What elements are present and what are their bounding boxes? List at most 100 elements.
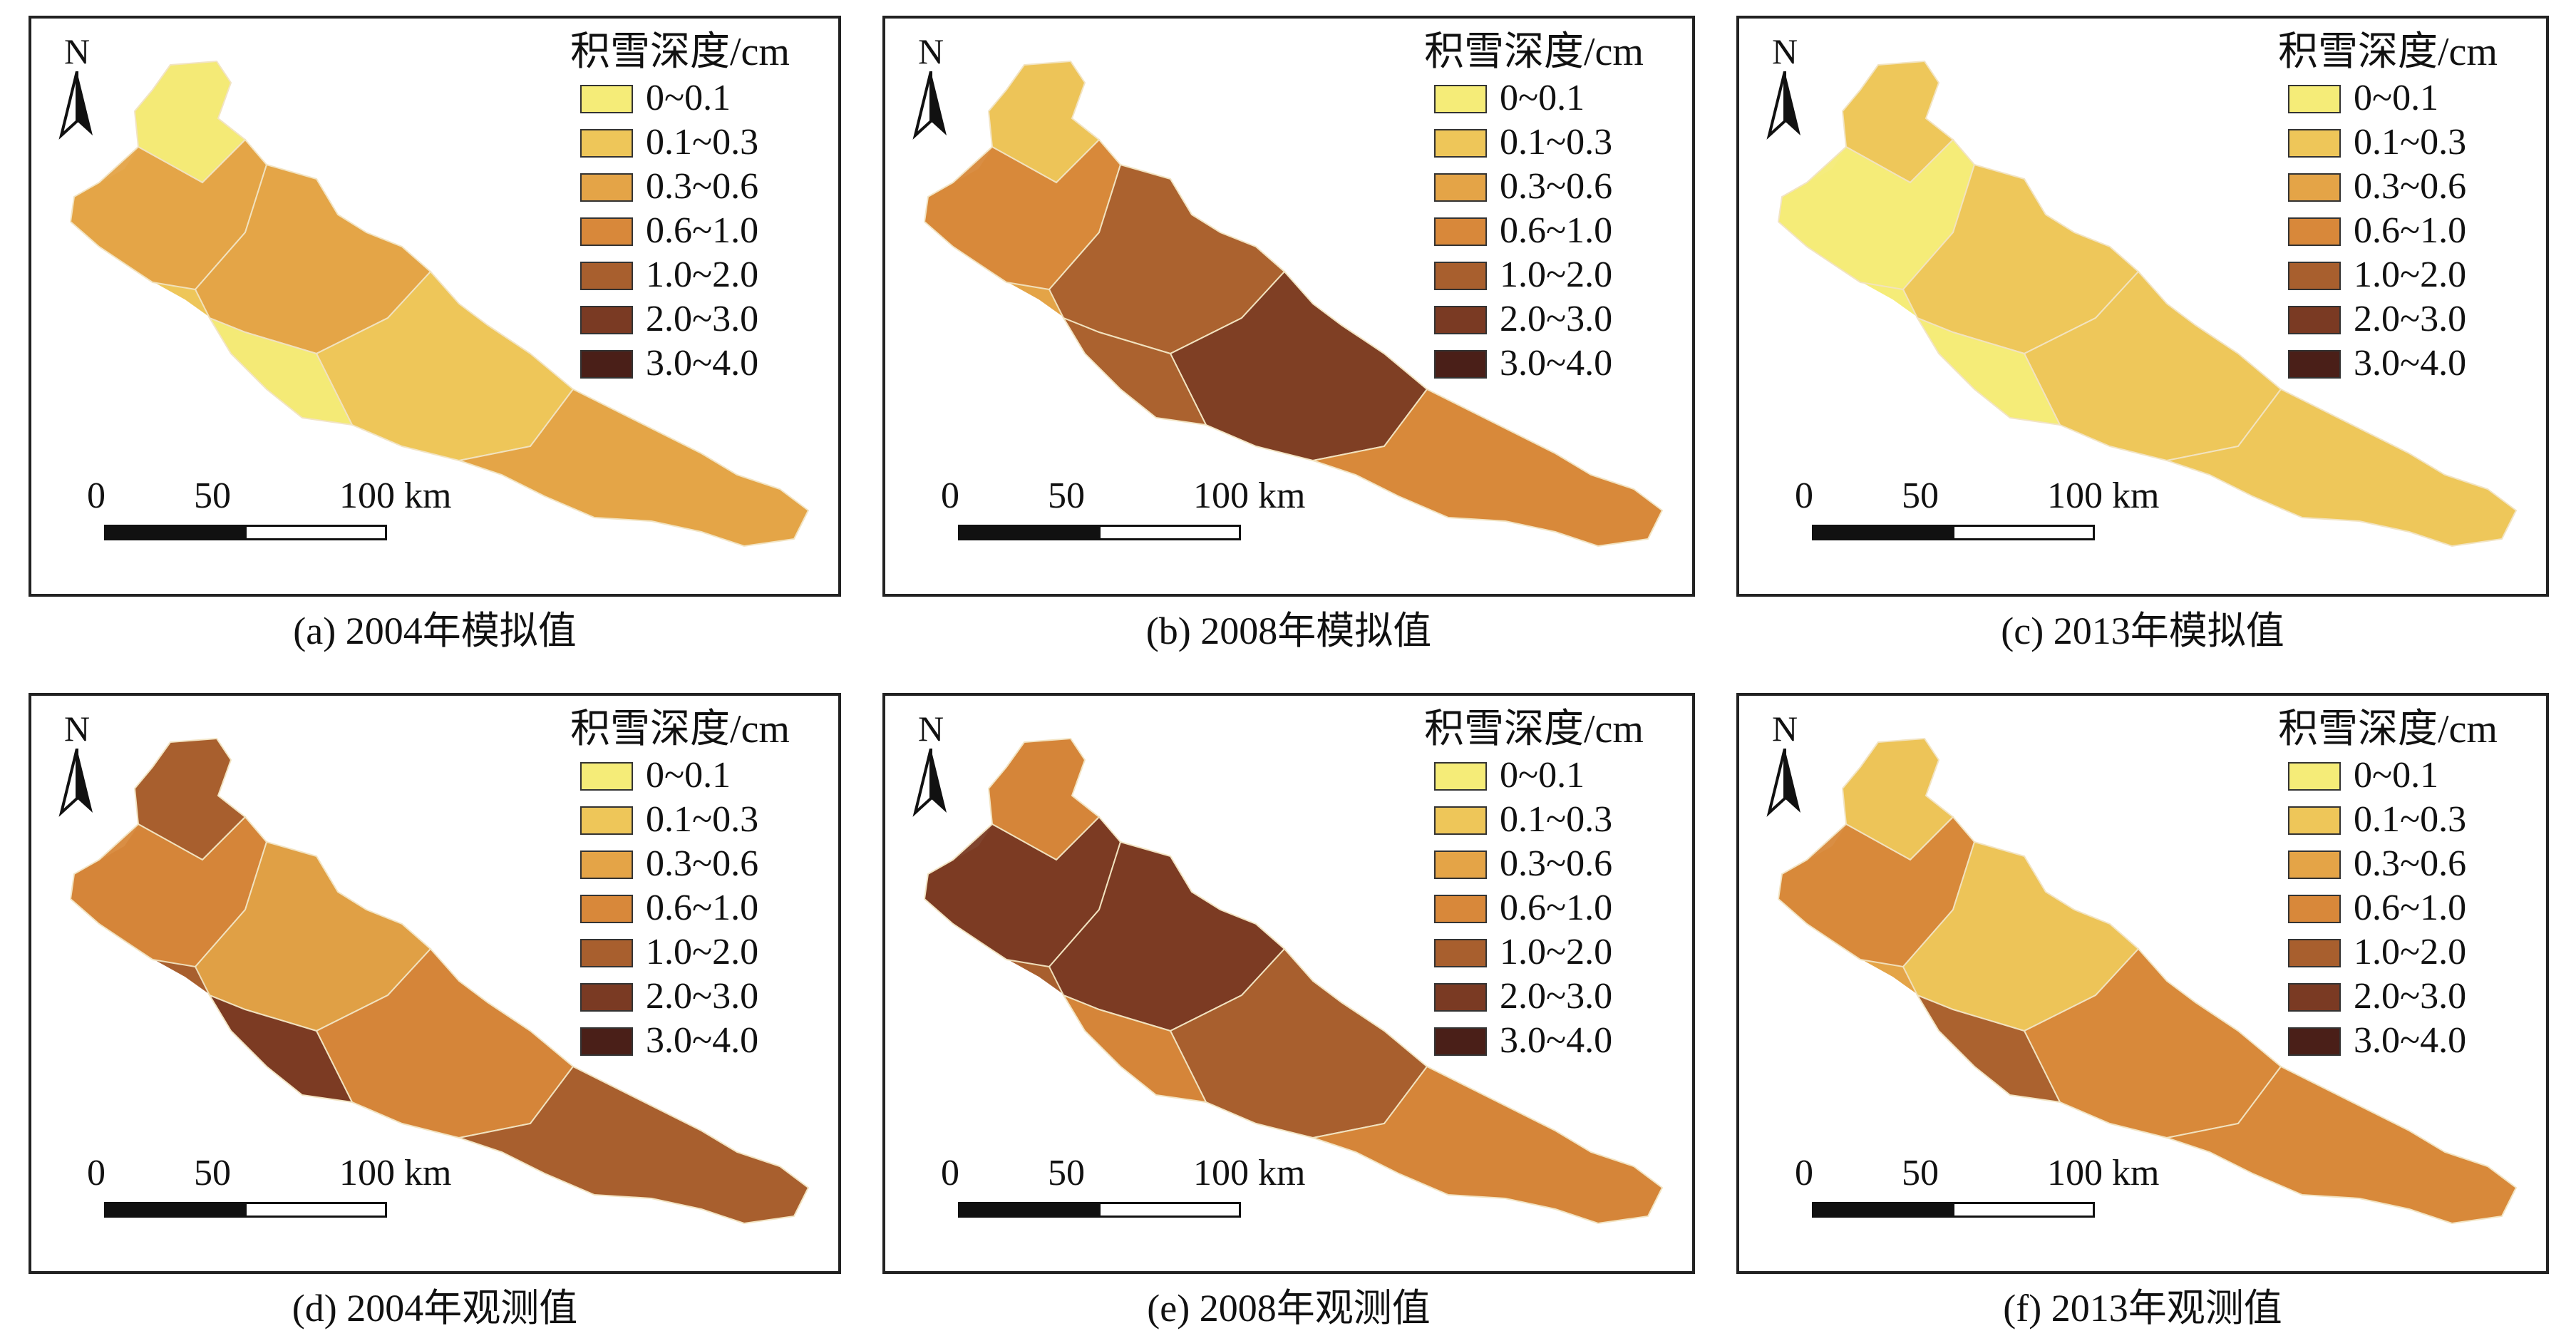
snow-depth-map — [1777, 60, 2518, 548]
legend-item: 2.0~3.0 — [1434, 297, 1691, 341]
north-label: N — [917, 709, 944, 749]
scale-segment-dark — [1812, 1202, 1954, 1218]
map-panel: N 积雪深度/cm 0~0.1 0.1~0.3 0.3~0.6 0.6~1.0 1.0~2.… — [29, 16, 841, 597]
legend-item: 1.0~2.0 — [2288, 252, 2545, 297]
legend-item: 1.0~2.0 — [1434, 930, 1691, 974]
legend-label: 0.3~0.6 — [2354, 843, 2467, 884]
legend-item: 0.6~1.0 — [1434, 885, 1691, 930]
legend-swatch — [1434, 217, 1487, 246]
legend-item: 1.0~2.0 — [580, 930, 837, 974]
legend-label: 0~0.1 — [1500, 755, 1585, 796]
legend-item: 0.1~0.3 — [580, 120, 837, 164]
sub-basin — [69, 138, 268, 291]
scale-segment-dark — [104, 525, 247, 540]
legend-label: 1.0~2.0 — [1500, 932, 1613, 972]
legend-label: 0~0.1 — [646, 755, 731, 796]
legend: 积雪深度/cm 0~0.1 0.1~0.3 0.3~0.6 0.6~1.0 1.0~2.0… — [570, 706, 837, 1062]
scale-segment-light — [1098, 525, 1241, 540]
legend-label: 0.6~1.0 — [646, 210, 759, 251]
map-panel: N 积雪深度/cm 0~0.1 0.1~0.3 0.3~0.6 0.6~1.0 1.0~2.… — [29, 693, 841, 1274]
panel-caption: (e) 2008年观测值 — [1147, 1287, 1431, 1330]
legend-label: 0.6~1.0 — [2354, 210, 2467, 251]
legend-swatch — [2288, 762, 2341, 791]
north-arrow: N — [910, 31, 952, 140]
sub-basin — [1777, 816, 1976, 968]
legend-item: 0.3~0.6 — [2288, 164, 2545, 208]
scale-bar: 0 50 100 km — [76, 1152, 451, 1218]
scale-label: 50 — [1048, 1153, 1085, 1193]
scale-segment-light — [244, 1202, 387, 1218]
map-panel: N 积雪深度/cm 0~0.1 0.1~0.3 0.3~0.6 0.6~1.0 1.0~2.… — [882, 16, 1695, 597]
legend-title: 积雪深度/cm — [570, 707, 790, 751]
legend-swatch — [580, 306, 633, 334]
legend-label: 0.3~0.6 — [1500, 166, 1613, 207]
legend-swatch — [1434, 350, 1487, 379]
legend-item: 1.0~2.0 — [2288, 930, 2545, 974]
scale-bar: 0 50 100 km — [1783, 475, 2159, 540]
legend-swatch — [1434, 173, 1487, 202]
scale-segment-dark — [1812, 525, 1954, 540]
legend-label: 2.0~3.0 — [2354, 976, 2467, 1017]
legend-item: 0.1~0.3 — [1434, 120, 1691, 164]
legend-swatch — [2288, 262, 2341, 290]
legend-item: 0.3~0.6 — [580, 841, 837, 885]
scale-label: 100 km — [1193, 476, 1306, 516]
scale-segment-dark — [958, 1202, 1101, 1218]
legend-swatch — [2288, 173, 2341, 202]
legend-item: 0.6~1.0 — [2288, 208, 2545, 252]
scale-label: 100 km — [339, 476, 452, 516]
legend-label: 3.0~4.0 — [2354, 1020, 2467, 1061]
scale-label: 0 — [1795, 476, 1813, 516]
north-arrow: N — [910, 709, 952, 817]
legend-swatch — [580, 850, 633, 879]
legend-item: 3.0~4.0 — [2288, 341, 2545, 385]
legend-swatch — [1434, 806, 1487, 835]
legend-swatch — [580, 350, 633, 379]
sub-basin — [923, 138, 1122, 291]
legend-label: 2.0~3.0 — [646, 299, 759, 339]
legend-swatch — [1434, 762, 1487, 791]
legend-label: 0.1~0.3 — [2354, 122, 2467, 163]
scale-segment-light — [1952, 1202, 2095, 1218]
north-arrow: N — [56, 31, 98, 140]
scale-label: 0 — [87, 1153, 105, 1193]
north-arrow: N — [1763, 709, 1806, 817]
legend-swatch — [2288, 85, 2341, 113]
sub-basin — [69, 816, 268, 968]
legend-item: 2.0~3.0 — [580, 297, 837, 341]
legend-item: 0~0.1 — [580, 753, 837, 797]
legend-label: 3.0~4.0 — [1500, 343, 1613, 384]
snow-depth-map — [69, 737, 810, 1225]
legend-swatch — [580, 217, 633, 246]
north-label: N — [1771, 709, 1798, 749]
snow-depth-map — [1777, 737, 2518, 1225]
legend-swatch — [1434, 85, 1487, 113]
legend-label: 0.1~0.3 — [1500, 799, 1613, 840]
legend-item: 3.0~4.0 — [2288, 1018, 2545, 1062]
scale-segment-dark — [958, 525, 1101, 540]
legend-label: 0.1~0.3 — [646, 799, 759, 840]
legend-item: 2.0~3.0 — [580, 974, 837, 1018]
panel-caption: (b) 2008年模拟值 — [1145, 610, 1432, 652]
scale-label: 0 — [941, 476, 959, 516]
sub-basin — [2164, 388, 2518, 548]
north-label: N — [63, 31, 91, 71]
legend-label: 0.3~0.6 — [646, 166, 759, 207]
sub-basin — [2164, 1065, 2518, 1225]
legend-swatch — [1434, 1027, 1487, 1056]
legend-swatch — [2288, 306, 2341, 334]
legend-title: 积雪深度/cm — [1424, 707, 1644, 751]
legend-item: 0.1~0.3 — [580, 797, 837, 841]
legend-swatch — [1434, 129, 1487, 158]
legend-swatch — [580, 806, 633, 835]
scale-label: 50 — [194, 476, 231, 516]
legend-item: 0~0.1 — [580, 76, 837, 120]
legend-item: 2.0~3.0 — [2288, 974, 2545, 1018]
legend-swatch — [1434, 983, 1487, 1012]
legend-label: 0.6~1.0 — [1500, 888, 1613, 928]
snow-depth-map — [923, 60, 1664, 548]
legend-label: 0.1~0.3 — [2354, 799, 2467, 840]
sub-basin — [456, 388, 810, 548]
legend-item: 0.6~1.0 — [2288, 885, 2545, 930]
scale-label: 100 km — [339, 1153, 452, 1193]
